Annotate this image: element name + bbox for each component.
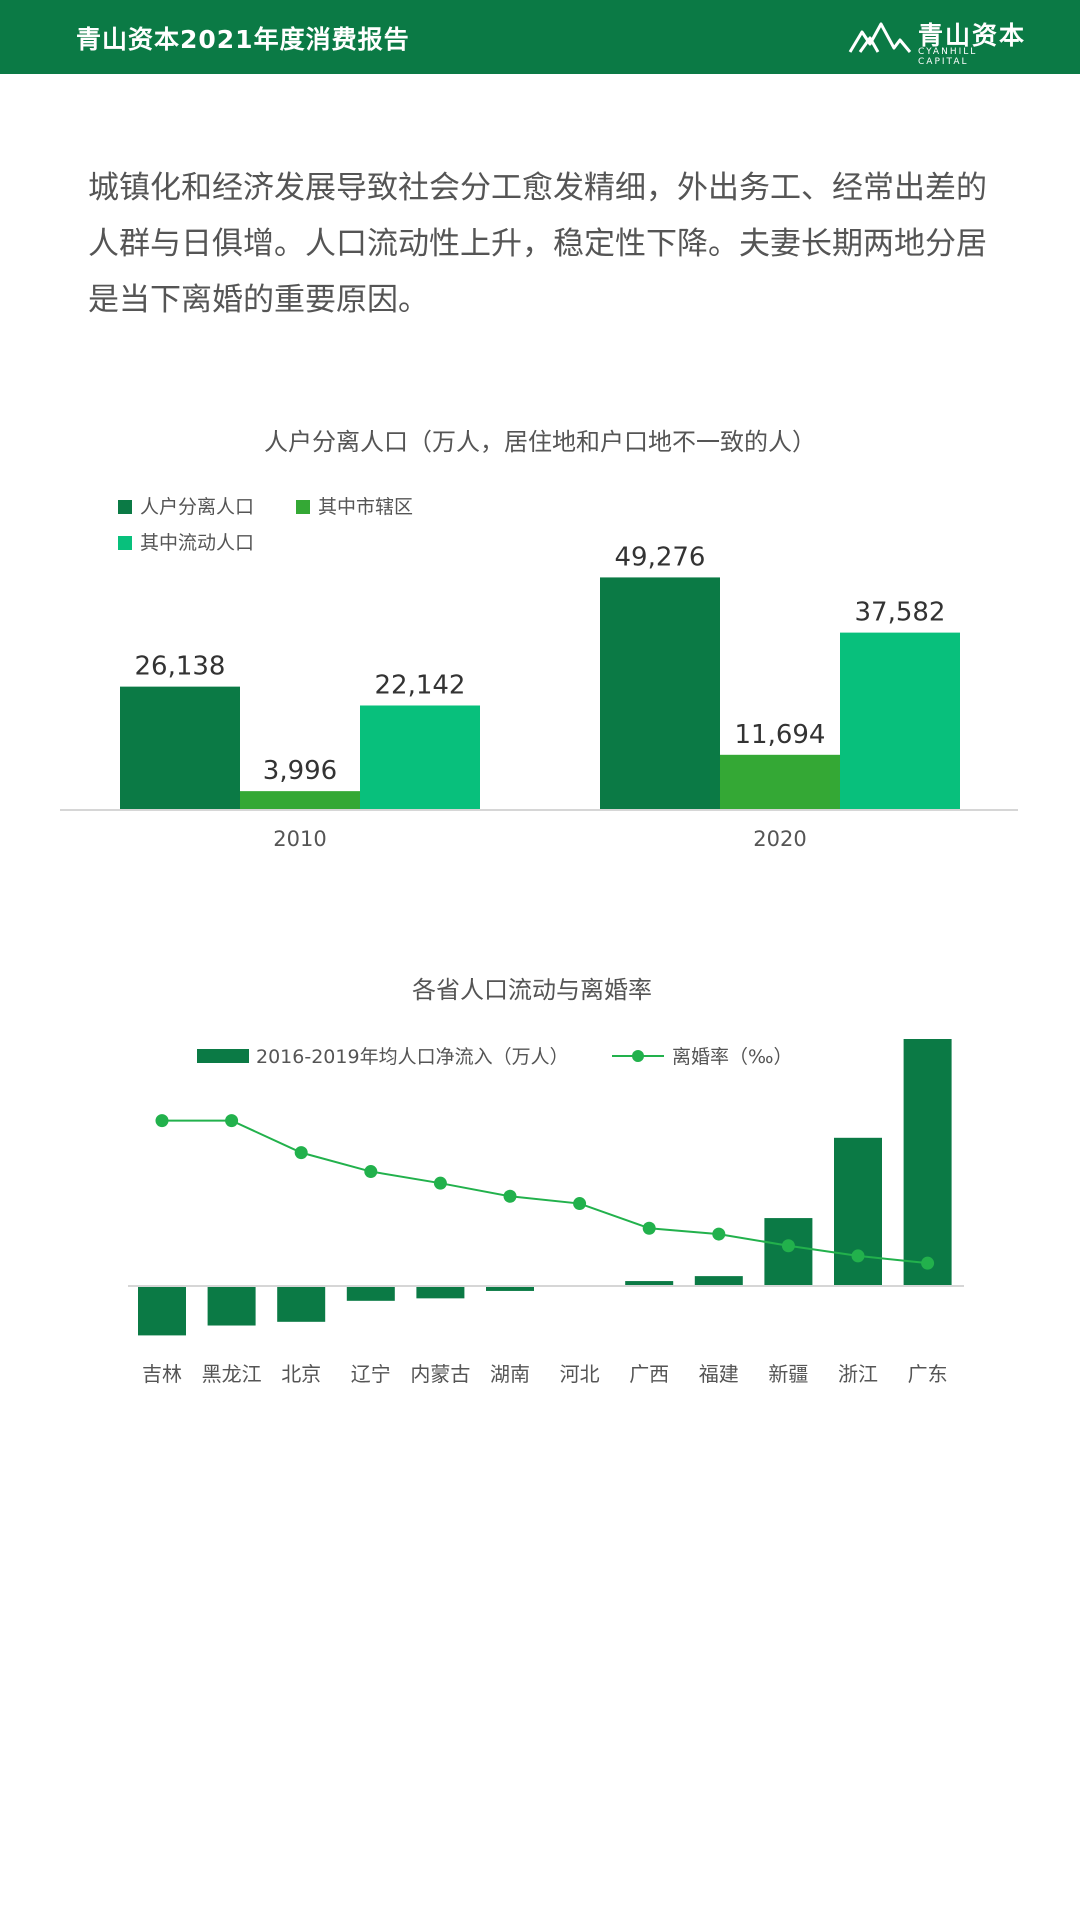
chart2-divorce-rate-line (155, 1114, 935, 1270)
chart2-x-tick-label: 吉林 (142, 1362, 182, 1385)
chart2-bar (346, 1286, 395, 1301)
province-migration-divorce-chart: 各省人口流动与离婚率 2016-2019年均人口净流入（万人） 离婚率（‰） 吉林… (128, 976, 964, 1385)
chart2-bar (486, 1286, 534, 1291)
chart1-bar (120, 686, 240, 810)
chart1-bar (720, 754, 840, 810)
chart2-line-point (294, 1146, 308, 1160)
chart2-line-point (155, 1114, 169, 1128)
chart1-data-label: 49,276 (615, 542, 706, 572)
chart2-line-point (433, 1176, 447, 1190)
chart2-x-tick-label: 黑龙江 (202, 1362, 262, 1385)
chart2-bar (416, 1286, 465, 1299)
chart1-bar (840, 632, 960, 810)
chart2-x-tick-label: 福建 (699, 1362, 739, 1385)
chart1-legend-label: 人户分离人口 (140, 496, 254, 518)
brand-english-name: CYANHILL CAPITAL (918, 47, 978, 67)
chart2-x-tick-label: 浙江 (838, 1362, 878, 1385)
chart1-bar (240, 791, 360, 810)
chart2-x-tick-label: 河北 (560, 1362, 600, 1385)
chart2-x-tick-label: 北京 (281, 1362, 321, 1385)
chart2-line-path (162, 1119, 928, 1265)
chart2-x-tick-label: 新疆 (768, 1362, 808, 1385)
chart2-bar (138, 1286, 186, 1336)
chart2-x-tick-label: 湖南 (490, 1362, 530, 1385)
chart1-legend-swatch (296, 500, 310, 514)
brand-name: 青山资本 (918, 21, 1027, 50)
intro-paragraph: 城镇化和经济发展导致社会分工愈发精细，外出务工、经常出差的人群与日俱增。人口流动… (88, 170, 987, 318)
chart1-legend-label: 其中市辖区 (318, 496, 413, 518)
chart2-x-tick-label: 内蒙古 (410, 1362, 470, 1385)
chart1-legend-swatch (118, 536, 132, 550)
chart2-bar (207, 1286, 256, 1326)
chart2-title: 各省人口流动与离婚率 (412, 976, 652, 1004)
chart1-data-label: 11,694 (735, 720, 826, 750)
chart2-line-point (503, 1189, 517, 1203)
chart2-x-tick-label: 广西 (629, 1362, 669, 1385)
chart2-line-point (573, 1197, 587, 1211)
chart2-bar (903, 1039, 952, 1286)
chart1-data-label: 3,996 (263, 756, 337, 786)
chart2-bar (694, 1276, 743, 1286)
chart1-legend-label: 其中流动人口 (140, 532, 254, 554)
report-title: 青山资本2021年度消费报告 (76, 25, 410, 54)
chart1-bars: 26,138 3,996 22,142 49,276 11,694 37,582 (120, 542, 960, 810)
chart1-title: 人户分离人口（万人，居住地和户口地不一致的人） (264, 428, 816, 456)
chart2-legend: 2016-2019年均人口净流入（万人） 离婚率（‰） (197, 1046, 793, 1068)
chart1-x-axis-labels: 2010 2020 (273, 827, 806, 851)
chart1-bar (600, 577, 720, 810)
mountain-logo-icon (848, 22, 912, 53)
household-separation-bar-chart: 人户分离人口（万人，居住地和户口地不一致的人） 人户分离人口 其中市辖区其中流动人… (60, 428, 1018, 851)
brand: 青山资本 CYANHILL CAPITAL (848, 14, 1028, 67)
chart2-legend-marker (632, 1050, 644, 1062)
chart1-data-label: 26,138 (135, 652, 226, 682)
chart2-bar (625, 1281, 674, 1286)
chart2-x-tick-label: 广东 (908, 1362, 948, 1385)
chart1-bar (360, 705, 480, 810)
chart2-line-point (642, 1221, 656, 1235)
chart1-data-label: 37,582 (855, 598, 946, 628)
chart2-x-axis-labels: 吉林 黑龙江 北京 辽宁 内蒙古 湖南 河北 广西 福建 新疆 浙江 广东 (142, 1362, 948, 1385)
chart2-bar (834, 1137, 882, 1286)
chart2-bar (277, 1286, 326, 1322)
chart2-line-point (921, 1256, 935, 1270)
chart2-x-tick-label: 辽宁 (351, 1362, 391, 1385)
chart2-legend-bar-swatch (197, 1049, 249, 1063)
chart2-line-point (781, 1239, 795, 1253)
chart1-data-label: 22,142 (375, 670, 466, 700)
chart2-line-point (851, 1249, 865, 1263)
chart2-legend-label: 2016-2019年均人口净流入（万人） (256, 1046, 569, 1068)
chart2-line-point (225, 1114, 239, 1128)
chart2-line-point (364, 1165, 378, 1179)
chart2-line-point (712, 1227, 726, 1241)
chart1-legend-swatch (118, 500, 132, 514)
chart2-legend-label: 离婚率（‰） (672, 1046, 793, 1068)
chart2-bars (138, 1039, 952, 1336)
chart1-x-tick-label: 2010 (273, 827, 326, 851)
chart1-x-tick-label: 2020 (753, 827, 806, 851)
report-header: 青山资本2021年度消费报告 青山资本 CYANHILL CAPITAL (0, 0, 1080, 74)
